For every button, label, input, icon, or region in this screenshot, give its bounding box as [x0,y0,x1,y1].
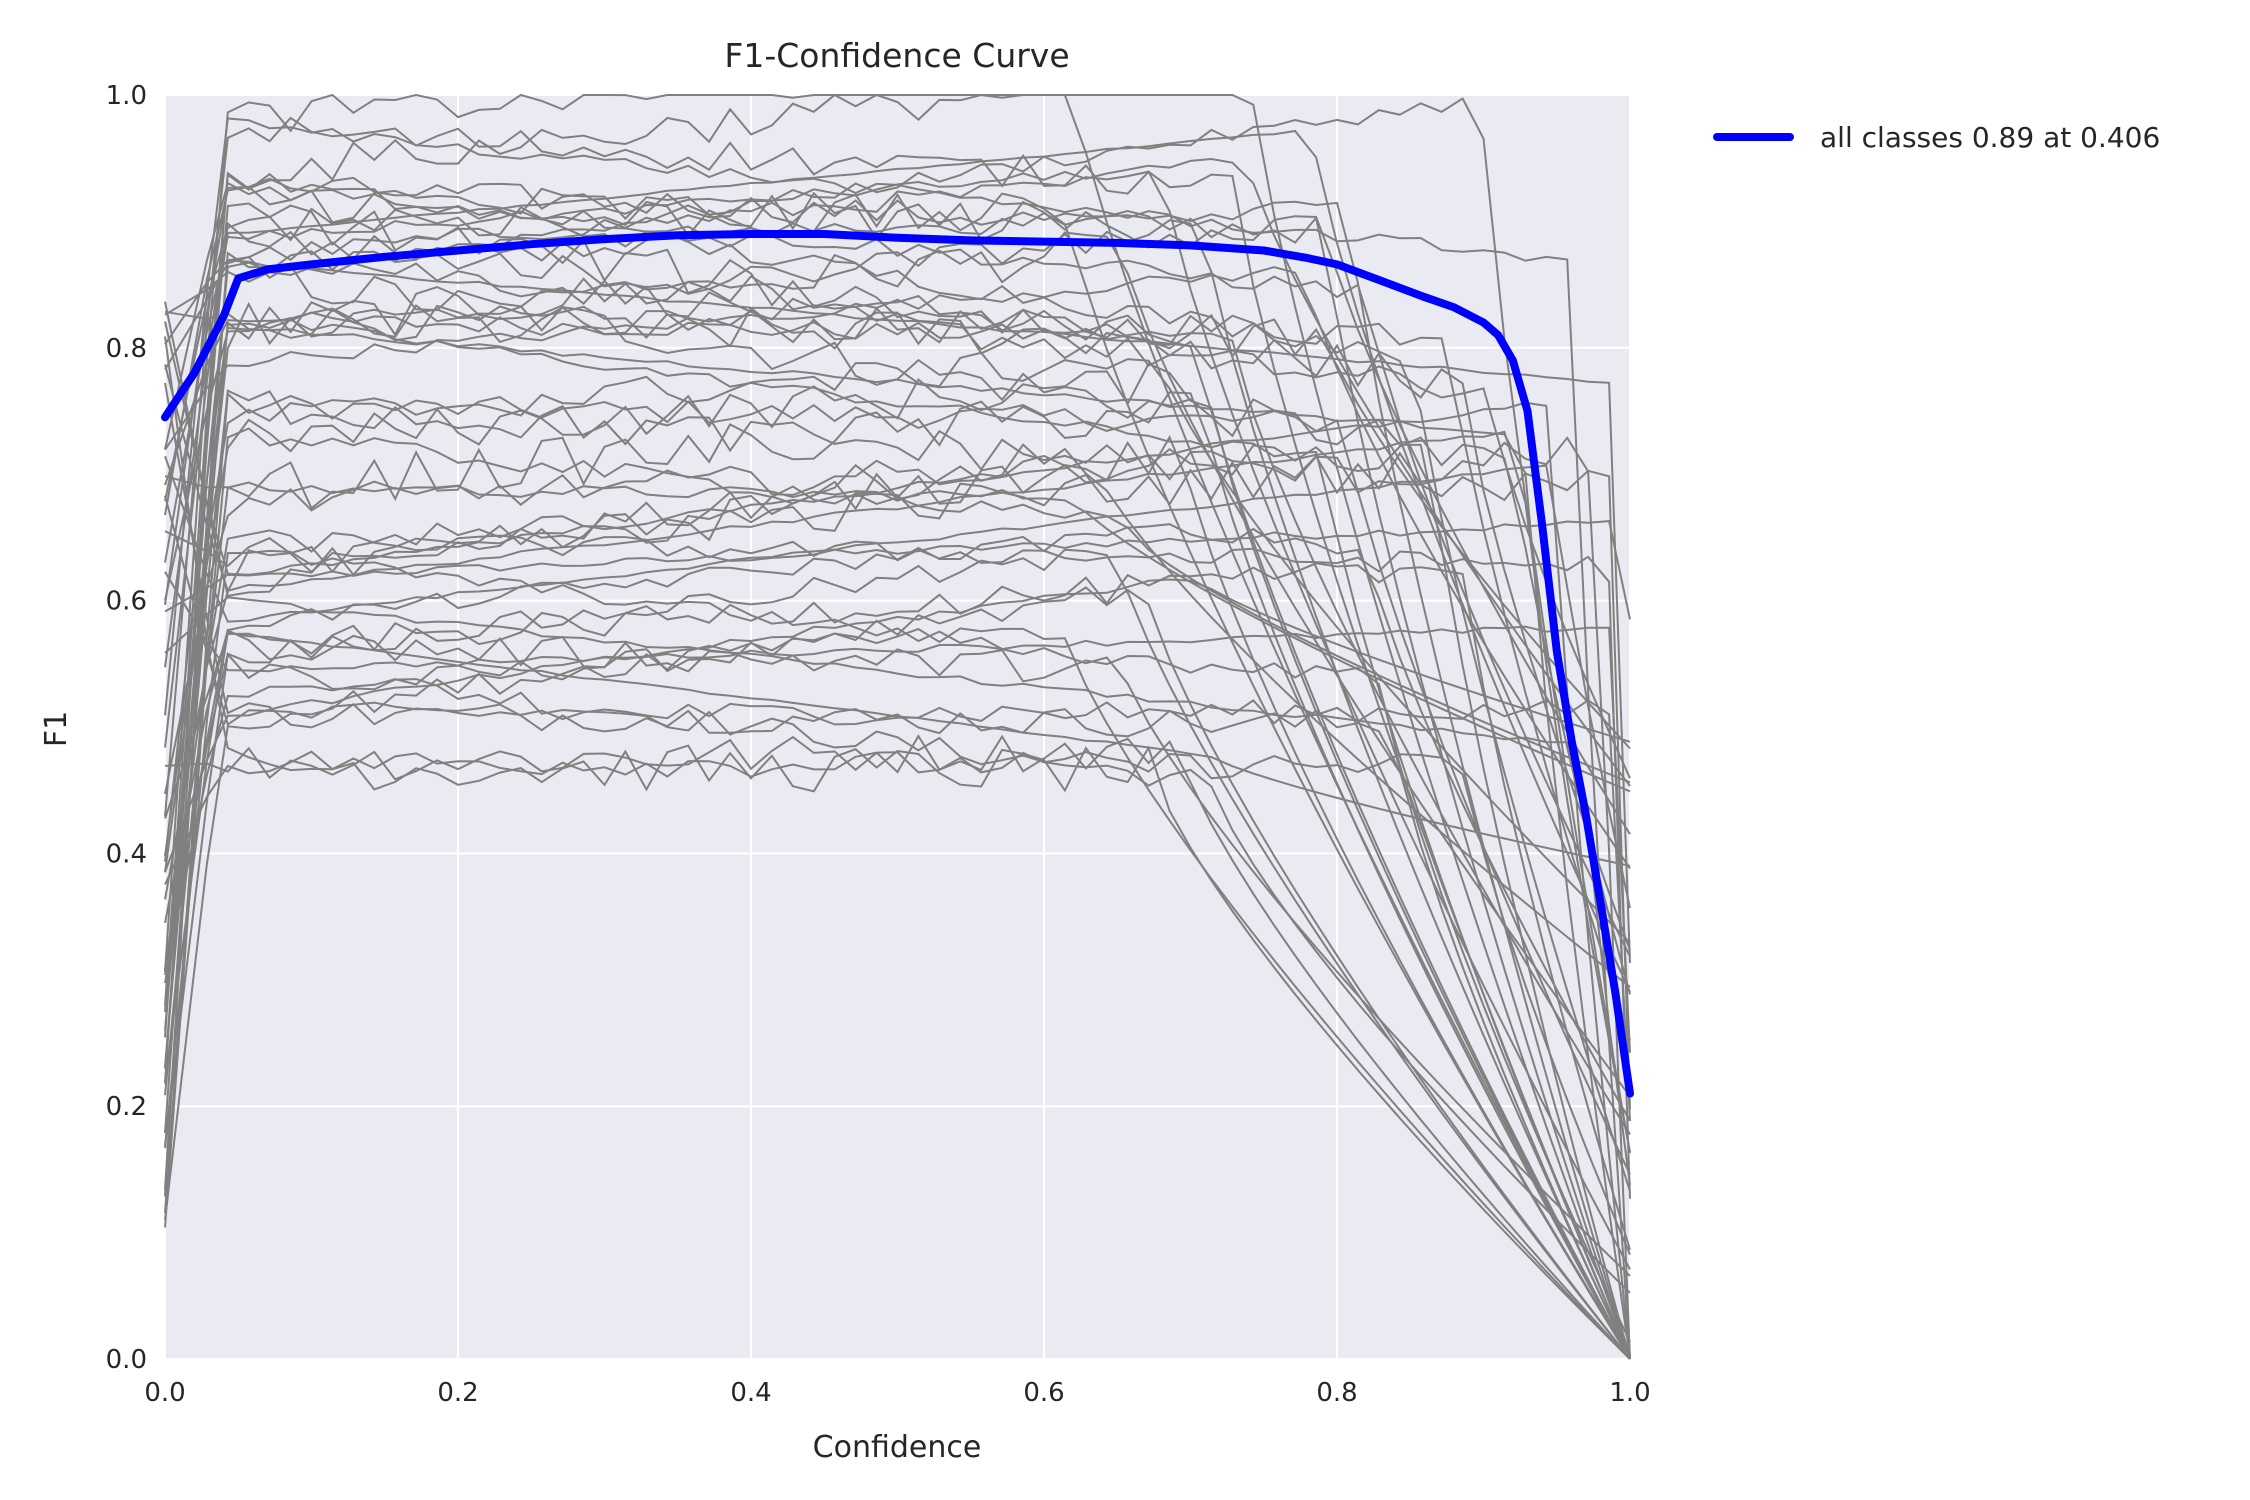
y-tick-label: 0.4 [106,839,147,869]
x-tick-labels: 0.0 0.2 0.4 0.6 0.8 1.0 [144,1378,1650,1408]
class-curve [164,219,1631,1360]
class-curve [164,231,1631,1134]
y-axis-label: F1 [39,711,74,747]
class-curve [164,436,1631,1360]
class-curve [164,304,1631,1041]
class-curve [164,251,1631,1197]
class-curve [164,629,1631,1343]
per-class-curves [164,93,1631,1360]
class-curve [164,571,1631,1053]
y-tick-label: 0.0 [106,1345,147,1375]
x-tick-label: 0.8 [1316,1378,1357,1408]
class-curve [164,266,1631,870]
y-tick-labels: 0.0 0.2 0.4 0.6 0.8 1.0 [106,81,147,1375]
class-curve [164,548,1631,1360]
class-curve [164,200,1631,1360]
class-curve [164,202,1631,1038]
y-tick-label: 0.2 [106,1092,147,1122]
class-curve [164,364,1631,1153]
x-tick-label: 0.0 [144,1378,185,1408]
x-tick-label: 0.6 [1023,1378,1064,1408]
x-axis-label: Confidence [813,1430,982,1465]
y-tick-label: 1.0 [106,81,147,111]
chart-title: F1-Confidence Curve [724,36,1069,75]
class-curve [164,382,1631,1360]
class-curve [164,427,1631,1228]
x-tick-label: 1.0 [1609,1378,1650,1408]
class-curve [164,336,1631,1360]
class-curve [164,117,1631,1360]
series-line-all-classes [161,230,1634,1098]
class-curve [164,529,1631,1199]
class-curve [164,351,1631,944]
x-tick-label: 0.2 [437,1378,478,1408]
y-tick-label: 0.6 [106,587,147,617]
legend: all classes 0.89 at 0.406 [1713,121,2160,154]
class-curve [164,93,1631,1360]
y-tick-label: 0.8 [106,334,147,364]
x-tick-label: 0.4 [730,1378,771,1408]
class-curve [164,362,1631,1360]
class-curve [164,562,1631,1251]
class-curve [164,185,1631,835]
class-curve [164,326,1631,1360]
class-curve [164,578,1631,873]
series-layer [161,230,1634,1098]
class-curve [164,455,1631,909]
class-curve [164,549,1631,1277]
class-curve [164,389,1631,1110]
class-curve [164,116,1631,1270]
class-curve [164,391,1631,1360]
class-curve [164,631,1631,1083]
class-curve [164,586,1631,1360]
class-curve [164,750,1631,1255]
class-curve [164,172,1631,1192]
class-curve [164,596,1631,1186]
class-curve [164,170,1631,1360]
legend-label-all-classes: all classes 0.89 at 0.406 [1820,121,2160,154]
class-curve [164,321,1631,1360]
class-curve [164,192,1631,1360]
class-curve [164,627,1631,1360]
class-curve [164,93,1631,1360]
class-curve [164,481,1631,1096]
class-curve [164,436,1631,995]
class-curve [164,181,1631,957]
class-curve [164,129,1631,993]
